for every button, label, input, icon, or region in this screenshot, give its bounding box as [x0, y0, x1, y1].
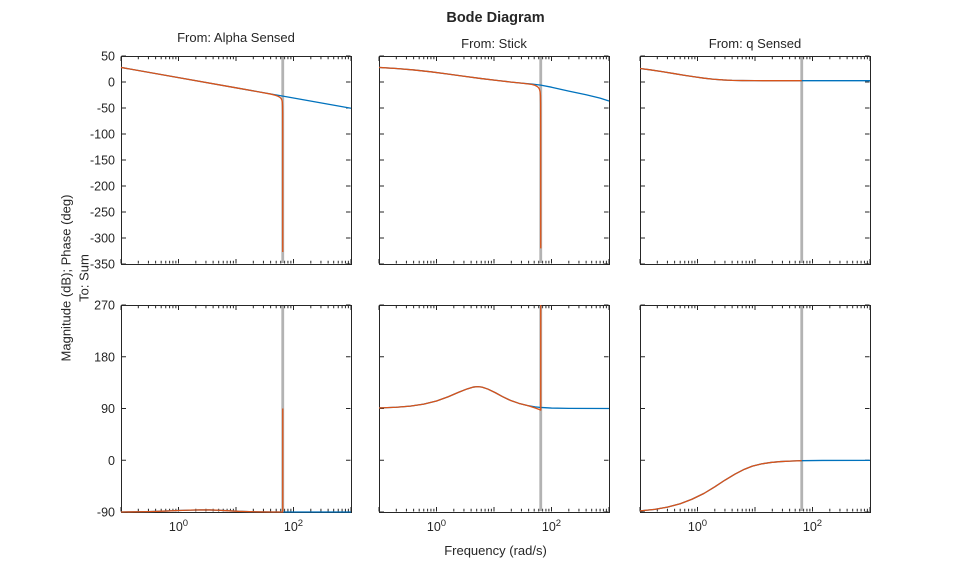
y-tick-label: -300 — [90, 232, 115, 246]
plot-box — [121, 305, 352, 513]
plot-box — [379, 56, 610, 265]
chart-title: Bode Diagram — [446, 10, 545, 26]
x-tick-label: 102 — [542, 518, 561, 534]
bode-curve-model-1 — [639, 67, 870, 82]
y-tick-label: -350 — [90, 258, 115, 272]
bode-curve-model-2 — [639, 460, 802, 512]
y-tick-label: 90 — [101, 402, 115, 416]
bode-curve-model-2 — [120, 66, 284, 253]
y-tick-label: 0 — [108, 454, 115, 468]
bode-curve-model-1 — [378, 66, 610, 102]
y-tick-label: 50 — [101, 50, 115, 64]
x-tick-label: 100 — [427, 518, 446, 534]
y-tick-label: -250 — [90, 206, 115, 220]
x-tick-label: 102 — [803, 518, 822, 534]
column-title-q-sensed: From: q Sensed — [708, 36, 802, 51]
y-tick-label: -100 — [90, 128, 115, 142]
plot-box — [640, 56, 871, 265]
x-tick-label: 100 — [688, 518, 707, 534]
bode-curve-model-2 — [378, 305, 542, 411]
y-tick-label: -150 — [90, 154, 115, 168]
plot-box — [640, 305, 871, 513]
y-tick-label: -200 — [90, 180, 115, 194]
column-title-alpha-sensed: From: Alpha Sensed — [177, 30, 295, 45]
y-axis-label: Magnitude (dB); Phase (deg) — [58, 194, 74, 362]
row-label-to-sum: To: Sum — [76, 254, 92, 302]
x-tick-label: 102 — [284, 518, 303, 534]
x-axis-label: Frequency (rad/s) — [444, 543, 547, 558]
x-tick-label: 100 — [169, 518, 188, 534]
bode-curve-model-2 — [120, 408, 284, 513]
bode-curve-model-2 — [378, 66, 542, 249]
y-tick-label: -50 — [97, 102, 115, 116]
column-title-stick: From: Stick — [461, 36, 527, 51]
y-tick-label: 270 — [94, 299, 115, 313]
y-tick-label: 0 — [108, 76, 115, 90]
bode-curve-model-1 — [639, 459, 871, 512]
y-tick-label: 180 — [94, 350, 115, 364]
y-tick-label: -90 — [97, 506, 115, 520]
bode-curve-model-2 — [639, 67, 802, 82]
